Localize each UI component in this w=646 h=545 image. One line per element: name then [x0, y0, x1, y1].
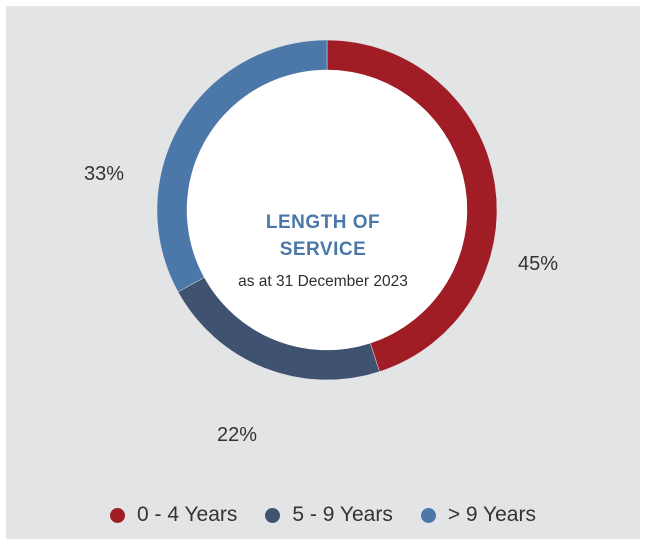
chart-title-line-1: LENGTH OF: [265, 212, 381, 233]
legend-item-5-9-years: 5 - 9 Years: [265, 503, 393, 527]
donut-chart: [156, 39, 498, 381]
legend-label-5-9-years: 5 - 9 Years: [292, 503, 393, 526]
legend-item-over-9-years: > 9 Years: [420, 503, 536, 527]
legend-swatch-0-4-years: [110, 507, 125, 523]
chart-panel: LENGTH OF SERVICE as at 31 December 2023…: [6, 6, 640, 539]
data-label-0-4-years: 45%: [518, 253, 559, 275]
data-label-over-9-years: 33%: [84, 163, 125, 185]
chart-subtitle: as at 31 December 2023: [238, 273, 408, 290]
legend-label-over-9-years: > 9 Years: [447, 503, 536, 526]
legend-swatch-over-9-years: [420, 507, 436, 523]
donut-center: [187, 70, 467, 350]
legend-item-0-4-years: 0 - 4 Years: [110, 503, 237, 527]
data-label-5-9-years: 22%: [217, 424, 258, 446]
chart-title-line-2: SERVICE: [279, 239, 367, 260]
legend-swatch-5-9-years: [265, 507, 281, 523]
legend-label-0-4-years: 0 - 4 Years: [137, 503, 238, 526]
legend: 0 - 4 Years 5 - 9 Years > 9 Years: [6, 503, 640, 527]
